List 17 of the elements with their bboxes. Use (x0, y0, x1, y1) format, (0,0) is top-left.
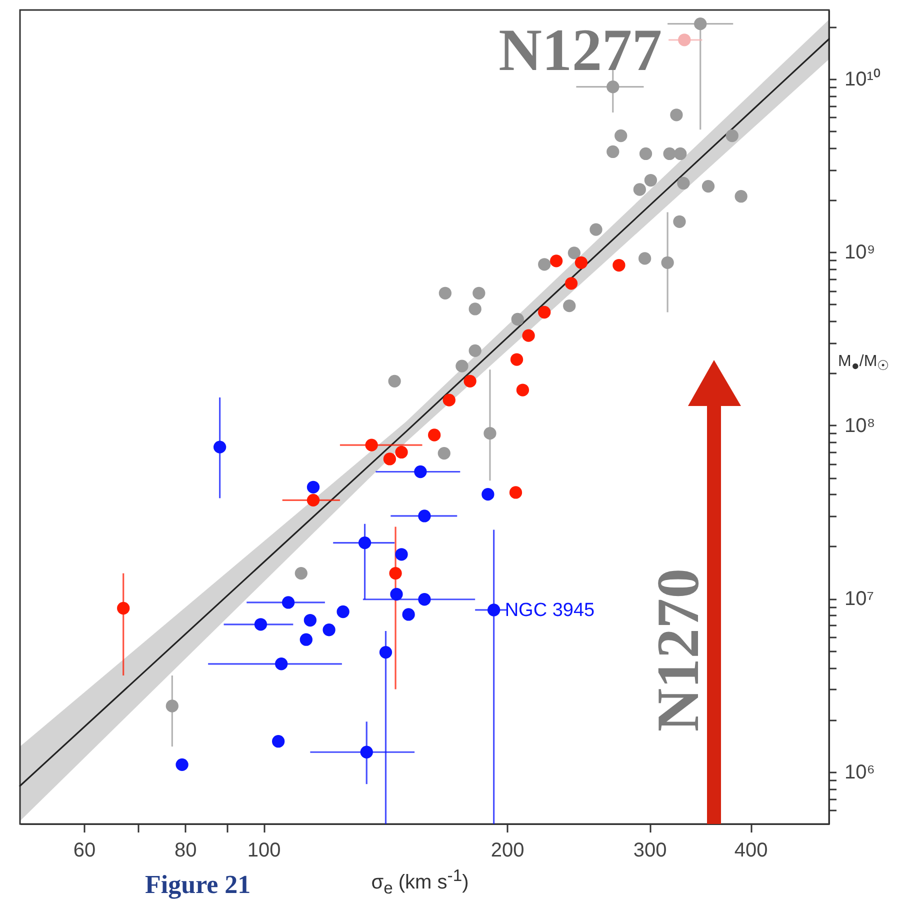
x-tick-label: 80 (174, 840, 197, 862)
x-tick-label: 60 (73, 840, 96, 862)
x-tick-label: 100 (247, 840, 281, 862)
y-axis-title: M$_{●}$/M$_{☉}$ (838, 353, 890, 374)
annotation: NGC 3945 (504, 600, 595, 621)
x-tick-label: 400 (734, 840, 768, 862)
y-tick-label: 10⁹ (844, 242, 876, 264)
annotation: N1270 (645, 568, 711, 732)
x-tick-label: 300 (633, 840, 667, 862)
x-tick-label: 200 (490, 840, 524, 862)
y-tick-label: 10⁸ (844, 414, 876, 437)
annotation: N1277 (498, 17, 662, 83)
caption: Figure 21 (145, 870, 251, 899)
x-axis-title: σ$_{e}$ (km s$^{-1}$) (371, 866, 469, 899)
y-tick-label: 10¹⁰ (844, 67, 880, 90)
y-tick-label: 10⁷ (844, 588, 874, 610)
y-tick-label: 10⁶ (844, 761, 875, 784)
